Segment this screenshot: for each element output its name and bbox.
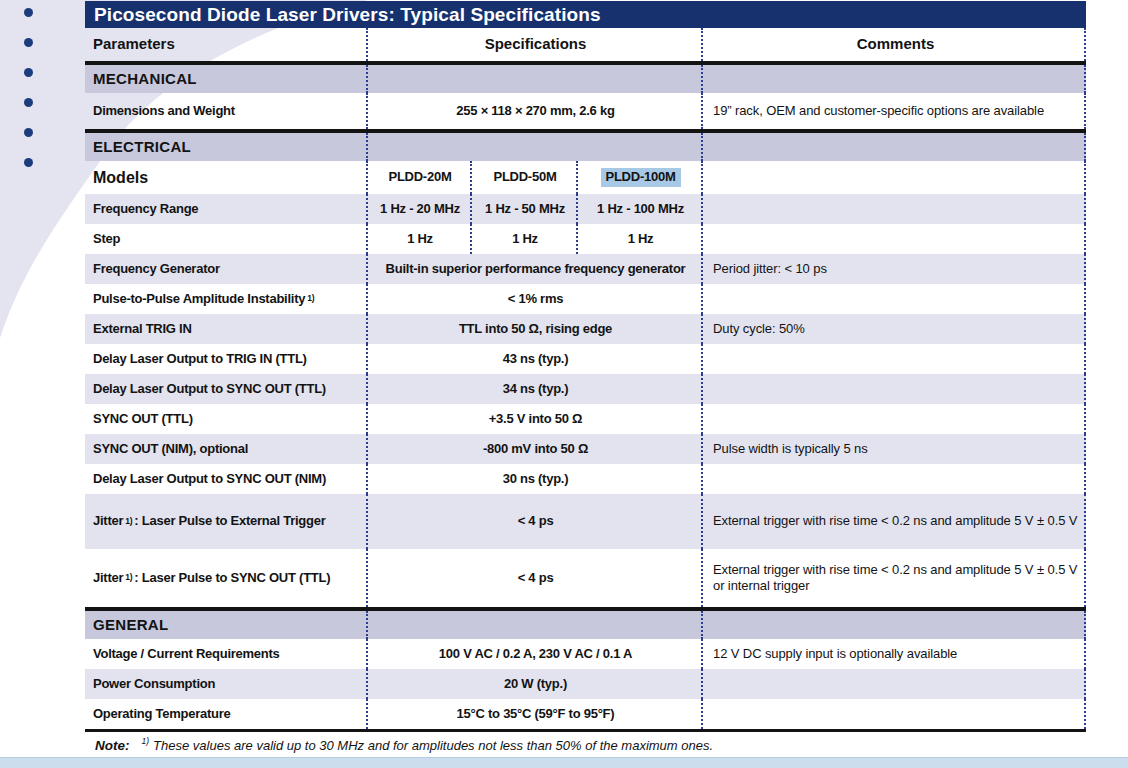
param-cell: Step xyxy=(85,224,368,254)
param-cell: Dimensions and Weight xyxy=(85,93,368,129)
comment-cell: 19” rack, OEM and customer-specific opti… xyxy=(703,93,1086,129)
comment-cell: Duty cycle: 50% xyxy=(703,314,1086,344)
param-cell: Voltage / Current Requirements xyxy=(85,639,368,669)
spec-cell: +3.5 V into 50 Ω xyxy=(368,404,703,434)
param-cell: Jitter1): Laser Pulse to External Trigge… xyxy=(85,494,368,549)
spec-cell: -800 mV into 50 Ω xyxy=(368,434,703,464)
spec-cell: 1 Hz xyxy=(578,224,703,254)
section-label: MECHANICAL xyxy=(85,65,368,93)
spec-cell: 1 Hz xyxy=(472,224,578,254)
spec-cell: 1 Hz xyxy=(368,224,472,254)
param-cell: Models xyxy=(85,161,368,194)
spec-cell: 255 × 118 × 270 mm, 2.6 kg xyxy=(368,93,703,129)
col-header-specifications: Specifications xyxy=(368,28,703,61)
param-cell: Operating Temperature xyxy=(85,699,368,729)
spec-cell: 30 ns (typ.) xyxy=(368,464,703,494)
spec-cell: 20 W (typ.) xyxy=(368,669,703,699)
spec-cell: 100 V AC / 0.2 A, 230 V AC / 0.1 A xyxy=(368,639,703,669)
spec-table: Parameters Specifications Comments MECHA… xyxy=(85,28,1086,732)
param-cell: Power Consumption xyxy=(85,669,368,699)
spec-cell: 1 Hz - 100 MHz xyxy=(578,194,703,224)
param-cell: SYNC OUT (TTL) xyxy=(85,404,368,434)
comment-cell: External trigger with rise time < 0.2 ns… xyxy=(703,494,1086,549)
spec-cell: 15°C to 35°C (59°F to 95°F) xyxy=(368,699,703,729)
comment-cell: External trigger with rise time < 0.2 ns… xyxy=(703,549,1086,607)
bullet-icon xyxy=(24,8,33,17)
spec-cell: < 4 ps xyxy=(368,494,703,549)
spec-cell: < 4 ps xyxy=(368,549,703,607)
param-cell: Jitter1): Laser Pulse to SYNC OUT (TTL) xyxy=(85,549,368,607)
datasheet: Picosecond Diode Laser Drivers: Typical … xyxy=(85,1,1086,753)
footnote-text: These values are valid up to 30 MHz and … xyxy=(153,738,713,753)
bullet-icon xyxy=(24,38,33,47)
comment-cell: 12 V DC supply input is optionally avail… xyxy=(703,639,1086,669)
spec-cell: 1 Hz - 20 MHz xyxy=(368,194,472,224)
section-label: GENERAL xyxy=(85,611,368,639)
param-cell: Frequency Range xyxy=(85,194,368,224)
section-label: ELECTRICAL xyxy=(85,133,368,161)
bottom-accent-strip xyxy=(0,757,1128,768)
param-cell: Frequency Generator xyxy=(85,254,368,284)
spec-cell: 43 ns (typ.) xyxy=(368,344,703,374)
footnote-marker: 1) xyxy=(142,736,150,746)
model-cell: PLDD-20M xyxy=(368,161,472,194)
param-cell: Pulse-to-Pulse Amplitude Instability1) xyxy=(85,284,368,314)
bullet-icon xyxy=(24,98,33,107)
model-cell-highlighted: PLDD-100M xyxy=(578,161,703,194)
bullet-icon xyxy=(24,128,33,137)
bullet-list xyxy=(24,8,33,167)
table-title-bar: Picosecond Diode Laser Drivers: Typical … xyxy=(85,1,1086,28)
model-highlight: PLDD-100M xyxy=(601,168,681,186)
page-title: Picosecond Diode Laser Drivers: Typical … xyxy=(94,4,601,25)
param-cell: Delay Laser Output to SYNC OUT (TTL) xyxy=(85,374,368,404)
bullet-icon xyxy=(24,68,33,77)
bullet-icon xyxy=(24,158,33,167)
comment-cell: Pulse width is typically 5 ns xyxy=(703,434,1086,464)
param-cell: External TRIG IN xyxy=(85,314,368,344)
spec-cell: 34 ns (typ.) xyxy=(368,374,703,404)
comment-cell: Period jitter: < 10 ps xyxy=(703,254,1086,284)
footnote: Note: 1)These values are valid up to 30 M… xyxy=(85,738,1086,753)
divider-rule xyxy=(85,729,1086,732)
param-cell: Delay Laser Output to TRIG IN (TTL) xyxy=(85,344,368,374)
spec-cell: 1 Hz - 50 MHz xyxy=(472,194,578,224)
footnote-label: Note: xyxy=(95,738,130,753)
spec-cell: Built-in superior performance frequency … xyxy=(368,254,703,284)
spec-cell: < 1% rms xyxy=(368,284,703,314)
model-cell: PLDD-50M xyxy=(472,161,578,194)
col-header-comments: Comments xyxy=(703,28,1086,61)
spec-cell: TTL into 50 Ω, rising edge xyxy=(368,314,703,344)
col-header-parameters: Parameters xyxy=(85,28,368,61)
param-cell: SYNC OUT (NIM), optional xyxy=(85,434,368,464)
param-cell: Delay Laser Output to SYNC OUT (NIM) xyxy=(85,464,368,494)
